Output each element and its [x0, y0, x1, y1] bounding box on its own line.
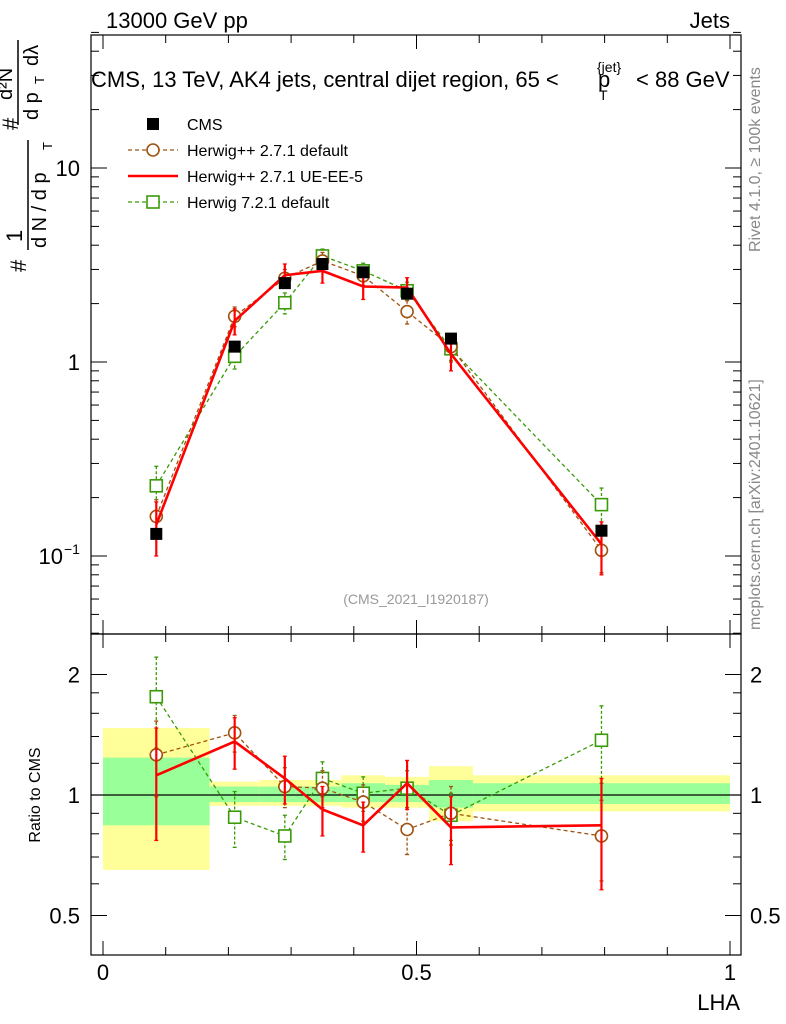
x-tick-label: 0 [97, 960, 109, 985]
main-y-tick-label-exp: −1 [64, 541, 80, 557]
ratio-line-h7 [155, 696, 602, 837]
main-point-h7 [278, 295, 292, 310]
chart-title: CMS, 13 TeV, AK4 jets, central dijet reg… [91, 59, 730, 103]
title-p: p [598, 67, 610, 92]
ratio-axes: 0 0.5 1 2 2 1 1 0.5 0.5 [49, 633, 781, 985]
ratio-y-tick-label-right: 0.5 [750, 904, 781, 929]
main-y-tick-label: 10 [56, 156, 80, 181]
title-main: CMS, 13 TeV, AK4 jets, central dijet reg… [91, 67, 559, 92]
main-point-cms [278, 277, 291, 290]
main-point-cms [444, 332, 457, 345]
main-point-hw_default [400, 304, 414, 319]
y-label-dn-sub: T [40, 142, 55, 150]
main-point-cms [357, 266, 370, 279]
main-point-h7 [149, 479, 164, 493]
x-axis-label: LHA [697, 990, 740, 1015]
main-line-hw_ueee5 [155, 269, 603, 546]
ratio-point-h7 [278, 829, 292, 843]
legend-label-h7: Herwig 7.2.1 default [187, 195, 330, 212]
ratio-series [149, 656, 609, 891]
ratio-panel: 0 0.5 1 2 2 1 1 0.5 0.5 [49, 633, 781, 985]
legend-marker-hw_default [146, 143, 160, 157]
legend-label-hw_default: Herwig++ 2.7.1 default [187, 143, 349, 160]
main-line-hw_default [155, 260, 602, 551]
ratio-line-hw_ueee5 [155, 740, 602, 829]
legend-label-hw_ueee5: Herwig++ 2.7.1 UE-EE-5 [187, 169, 363, 186]
ratio-y-tick-label-right: 1 [750, 783, 762, 808]
y-axis-label: # 1 d N / d p T # d²N d p T dλ [0, 40, 55, 272]
ratio-point-h7 [149, 689, 164, 704]
main-point-cms [401, 287, 414, 300]
main-point-h7 [594, 497, 609, 512]
analysis-id: (CMS_2021_I1920187) [343, 591, 489, 607]
legend-entry-h7: Herwig 7.2.1 default [128, 195, 330, 212]
main-y-tick-label: 10 [39, 544, 63, 569]
ratio-line-hw_default [156, 732, 602, 837]
y-label-dpt: d p [21, 92, 43, 120]
rivet-label: Rivet 4.1.0, ≥ 100k events [747, 67, 764, 252]
y-label-dpt-sub: T [32, 76, 47, 84]
y-label-one: 1 [2, 230, 27, 242]
legend-entry-hw_ueee5: Herwig++ 2.7.1 UE-EE-5 [128, 169, 363, 186]
y-label-hash2: # [0, 117, 23, 130]
legend-entry-cms: CMS [147, 117, 223, 134]
ratio-y-tick-label: 1 [68, 783, 80, 808]
y-label-hash: # [6, 259, 31, 272]
main-point-cms [595, 524, 608, 537]
ratio-y-tick-label: 0.5 [49, 904, 80, 929]
legend-marker-cms [147, 118, 159, 130]
ratio-y-tick-label-right: 2 [750, 663, 762, 688]
y-label-dlambda: dλ [21, 45, 43, 66]
x-tick-label: 0.5 [401, 960, 432, 985]
ratio-y-tick-label: 2 [68, 663, 80, 688]
main-y-tick-label: 1 [68, 350, 80, 375]
legend-entry-hw_default: Herwig++ 2.7.1 default [128, 143, 349, 160]
legend-label-cms: CMS [187, 117, 223, 134]
main-point-cms [228, 340, 241, 353]
header-right: Jets [690, 8, 730, 33]
main-series [149, 248, 609, 576]
mcplots-label: mcplots.cern.ch [arXiv:2401.10621] [747, 379, 764, 630]
legend-marker-h7 [146, 195, 160, 209]
title-tail: < 88 GeV [636, 67, 730, 92]
header-left: 13000 GeV pp [106, 8, 248, 33]
ratio-point-h7 [227, 810, 242, 825]
y-label-dn: d N / d p [29, 172, 51, 248]
title-p-sup: {jet} [597, 59, 621, 75]
main-point-cms [316, 258, 329, 271]
main-point-cms [150, 527, 163, 540]
ratio-point-h7 [594, 733, 609, 748]
title-p-sub: T [599, 87, 608, 103]
ratio-y-label: Ratio to CMS [27, 747, 44, 842]
ratio-uncertainty-bands [103, 728, 730, 870]
main-line-h7 [155, 255, 602, 506]
legend: CMS Herwig++ 2.7.1 default Herwig++ 2.7.1 … [128, 117, 363, 212]
ratio-point-hw_default [400, 822, 414, 837]
y-label-d2n: d²N [0, 68, 17, 100]
x-tick-label: 1 [724, 960, 736, 985]
